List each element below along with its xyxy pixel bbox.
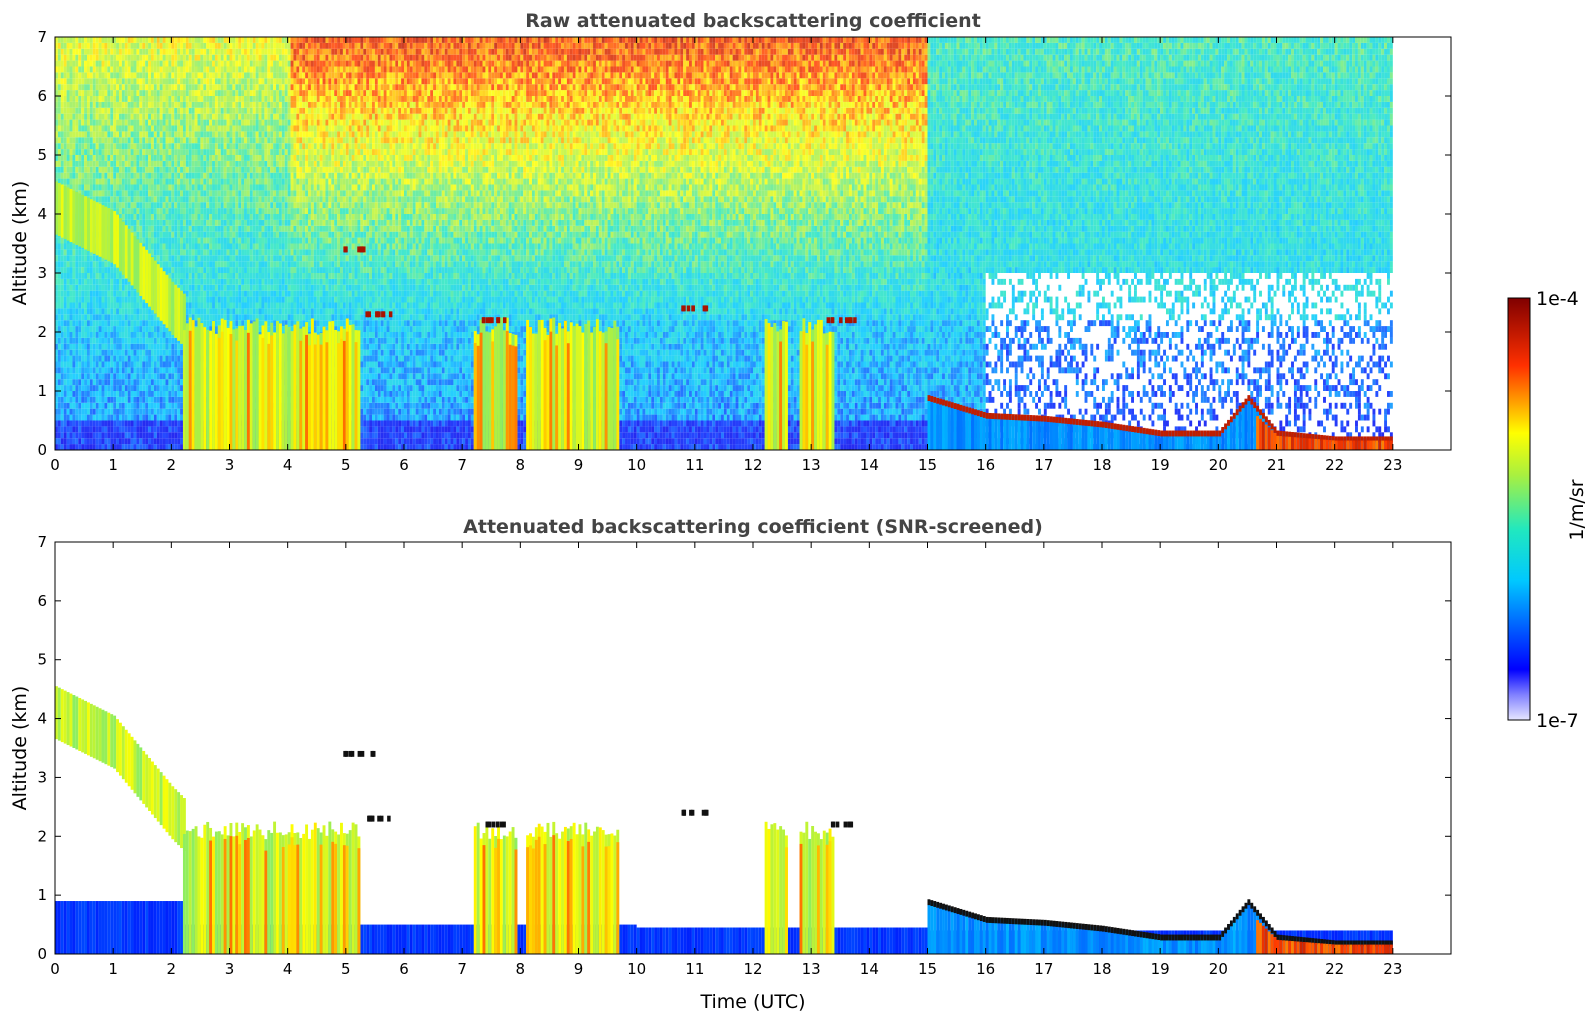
x-tick-label: 9 [574, 960, 584, 978]
x-tick-label: 11 [685, 456, 704, 474]
x-tick-label: 14 [860, 456, 879, 474]
y-tick-label: 2 [37, 323, 47, 341]
x-tick-label: 3 [225, 456, 235, 474]
x-tick-label: 20 [1209, 456, 1228, 474]
x-tick-label: 4 [283, 960, 293, 978]
x-tick-label: 8 [516, 960, 526, 978]
x-tick-label: 0 [50, 960, 60, 978]
x-tick-label: 7 [457, 960, 467, 978]
x-tick-label: 23 [1383, 456, 1402, 474]
panel-screened-heatmap [55, 686, 1393, 954]
x-tick-label: 0 [50, 456, 60, 474]
y-tick-label: 0 [37, 441, 47, 459]
x-tick-label: 3 [225, 960, 235, 978]
x-tick-label: 15 [918, 960, 937, 978]
y-tick-label: 4 [37, 205, 47, 223]
x-tick-label: 16 [976, 456, 995, 474]
y-tick-label: 4 [37, 710, 47, 728]
x-tick-label: 4 [283, 456, 293, 474]
colorbar: 1e-4 1e-7 1/m/sr [1508, 288, 1588, 732]
x-tick-label: 17 [1034, 960, 1053, 978]
x-tick-label: 5 [341, 960, 351, 978]
y-tick-label: 6 [37, 87, 47, 105]
x-tick-label: 6 [399, 960, 409, 978]
panel-screened-ylabel: Altitude (km) [9, 686, 31, 811]
y-tick-label: 1 [37, 886, 47, 904]
y-tick-label: 5 [37, 651, 47, 669]
panel-raw: Raw attenuated backscattering coefficien… [9, 10, 1451, 474]
x-tick-label: 23 [1383, 960, 1402, 978]
x-tick-label: 6 [399, 456, 409, 474]
x-tick-label: 20 [1209, 960, 1228, 978]
x-tick-label: 12 [743, 456, 762, 474]
y-tick-label: 7 [37, 533, 47, 551]
x-tick-label: 2 [167, 960, 177, 978]
panel-screened: Attenuated backscattering coefficient (S… [9, 516, 1451, 1013]
colorbar-gradient [1508, 298, 1530, 720]
panel-raw-title: Raw attenuated backscattering coefficien… [525, 10, 981, 32]
panel-raw-ylabel: Altitude (km) [9, 181, 31, 306]
panel-screened-xlabel: Time (UTC) [699, 991, 805, 1013]
y-tick-label: 2 [37, 827, 47, 845]
x-tick-label: 14 [860, 960, 879, 978]
x-tick-label: 10 [627, 456, 646, 474]
x-tick-label: 19 [1151, 960, 1170, 978]
y-tick-label: 0 [37, 945, 47, 963]
colorbar-max-label: 1e-4 [1536, 288, 1579, 310]
x-tick-label: 11 [685, 960, 704, 978]
x-tick-label: 13 [802, 960, 821, 978]
panel-raw-heatmap [55, 31, 1393, 450]
x-tick-label: 2 [167, 456, 177, 474]
x-tick-label: 22 [1325, 456, 1344, 474]
x-tick-label: 21 [1267, 456, 1286, 474]
x-tick-label: 18 [1092, 960, 1111, 978]
x-tick-label: 5 [341, 456, 351, 474]
x-tick-label: 9 [574, 456, 584, 474]
x-tick-label: 10 [627, 960, 646, 978]
y-tick-label: 3 [37, 768, 47, 786]
x-tick-label: 19 [1151, 456, 1170, 474]
x-tick-label: 13 [802, 456, 821, 474]
x-tick-label: 1 [108, 456, 118, 474]
y-tick-label: 3 [37, 264, 47, 282]
x-tick-label: 17 [1034, 456, 1053, 474]
x-tick-label: 12 [743, 960, 762, 978]
x-tick-label: 1 [108, 960, 118, 978]
x-tick-label: 21 [1267, 960, 1286, 978]
y-tick-label: 7 [37, 28, 47, 46]
y-tick-label: 6 [37, 592, 47, 610]
colorbar-unit-label: 1/m/sr [1566, 479, 1588, 540]
x-tick-label: 8 [516, 456, 526, 474]
x-tick-label: 7 [457, 456, 467, 474]
x-tick-label: 16 [976, 960, 995, 978]
x-tick-label: 18 [1092, 456, 1111, 474]
x-tick-label: 15 [918, 456, 937, 474]
y-tick-label: 1 [37, 382, 47, 400]
x-tick-label: 22 [1325, 960, 1344, 978]
panel-screened-title: Attenuated backscattering coefficient (S… [463, 516, 1043, 538]
y-tick-label: 5 [37, 146, 47, 164]
colorbar-min-label: 1e-7 [1536, 710, 1579, 732]
